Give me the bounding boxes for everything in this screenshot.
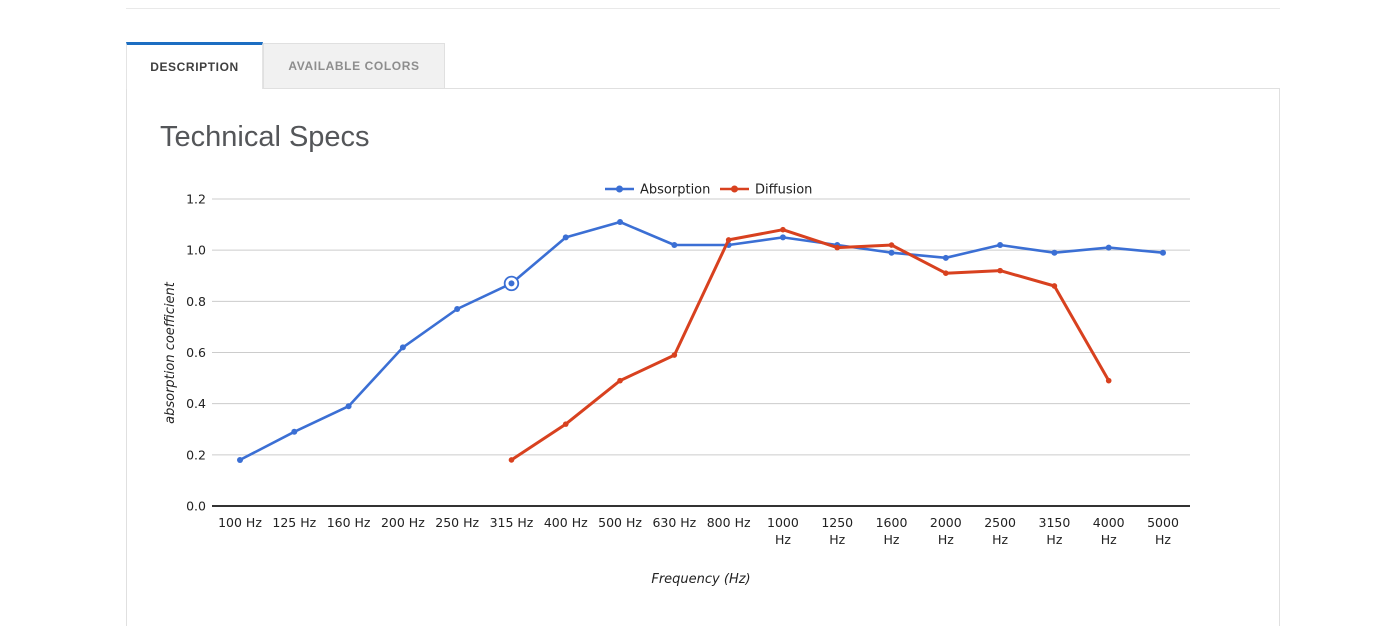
data-point[interactable] [1105,377,1112,384]
y-tick-label: 1.2 [186,192,206,207]
x-tick-label: 800 Hz [707,515,751,530]
data-point[interactable] [1051,249,1058,256]
data-point[interactable] [779,234,786,241]
x-tick-label: 125 Hz [272,515,316,530]
data-point[interactable] [1051,283,1058,289]
data-point[interactable] [345,403,352,410]
x-tick-label: 4000 Hz [1093,515,1125,547]
data-point[interactable] [399,344,406,351]
data-point[interactable] [508,457,515,463]
y-tick-label: 1.0 [186,243,206,258]
series-line-absorption [238,220,1165,462]
chart-svg[interactable]: 0.0 0.2 0.4 0.6 0.8 1.0 1.2 100 Hz 125 Hz 160 Hz 2… [160,178,1220,610]
x-tick-label: 400 Hz [544,515,588,530]
data-point[interactable] [671,352,678,358]
tab-available-colors-label: AVAILABLE COLORS [288,59,420,73]
data-point[interactable] [943,270,949,276]
data-point[interactable] [454,306,461,313]
x-tick-label: 1000 Hz [767,515,799,547]
x-tick-label: 500 Hz [598,515,642,530]
data-point[interactable] [562,234,569,241]
legend-marker-icon [616,185,623,193]
content-panel [126,88,1280,626]
data-point[interactable] [291,428,298,435]
y-tick-label: 0.8 [186,294,206,309]
data-point[interactable] [725,237,732,243]
data-point[interactable] [617,219,624,226]
x-tick-label: 5000 Hz [1147,515,1179,547]
legend-label: Diffusion [755,183,812,198]
data-point[interactable] [617,377,623,384]
series-absorption [237,219,1166,463]
data-point[interactable] [1160,249,1166,256]
y-axis-title: absorption coefficient [163,281,178,424]
data-point[interactable] [997,267,1003,274]
y-tick-label: 0.0 [186,499,206,514]
data-point[interactable] [888,242,895,248]
chart-legend: Absorption Diffusion [605,183,812,198]
tab-available-colors[interactable]: AVAILABLE COLORS [263,43,445,88]
x-tick-label: 1600 Hz [876,515,908,547]
data-point[interactable] [888,249,895,256]
data-point[interactable] [942,254,949,261]
x-tick-label: 3150 Hz [1039,515,1071,547]
data-point[interactable] [562,421,569,427]
x-tick-label: 160 Hz [327,515,371,530]
series-diffusion [508,226,1112,463]
data-point[interactable] [780,226,786,233]
x-tick-label: 315 Hz [490,515,534,530]
x-tick-label: 2500 Hz [984,515,1016,547]
data-point[interactable] [997,242,1004,249]
x-tick-label: 630 Hz [652,515,696,530]
y-tick-label: 0.6 [186,345,206,360]
series-line-diffusion [510,228,1111,462]
x-axis-labels: 100 Hz 125 Hz 160 Hz 200 Hz 250 Hz 315 Hz 400 … [218,515,1179,547]
data-point[interactable] [1105,244,1112,251]
legend-item-absorption[interactable]: Absorption [605,183,710,198]
data-point[interactable] [671,242,678,249]
data-point[interactable] [834,244,841,251]
legend-label: Absorption [640,183,710,198]
x-tick-label: 2000 Hz [930,515,962,547]
page-title: Technical Specs [160,121,370,153]
x-axis-title: Frequency (Hz) [651,572,750,587]
y-axis-labels: 0.0 0.2 0.4 0.6 0.8 1.0 1.2 [186,192,206,514]
y-tick-label: 0.2 [186,447,206,462]
highlighted-point[interactable] [503,275,520,292]
tab-description-label: DESCRIPTION [150,60,239,74]
top-divider [126,8,1280,9]
x-tick-label: 200 Hz [381,515,425,530]
legend-marker-icon [731,185,738,193]
x-tick-label: 1250 Hz [821,515,853,547]
line-chart[interactable]: 0.0 0.2 0.4 0.6 0.8 1.0 1.2 100 Hz 125 Hz 160 Hz 2… [160,178,1220,610]
x-tick-label: 250 Hz [435,515,479,530]
tab-description[interactable]: DESCRIPTION [126,42,263,89]
legend-item-diffusion[interactable]: Diffusion [720,183,812,198]
data-point[interactable] [237,456,243,463]
x-tick-label: 100 Hz [218,515,262,530]
y-tick-label: 0.4 [186,396,206,411]
